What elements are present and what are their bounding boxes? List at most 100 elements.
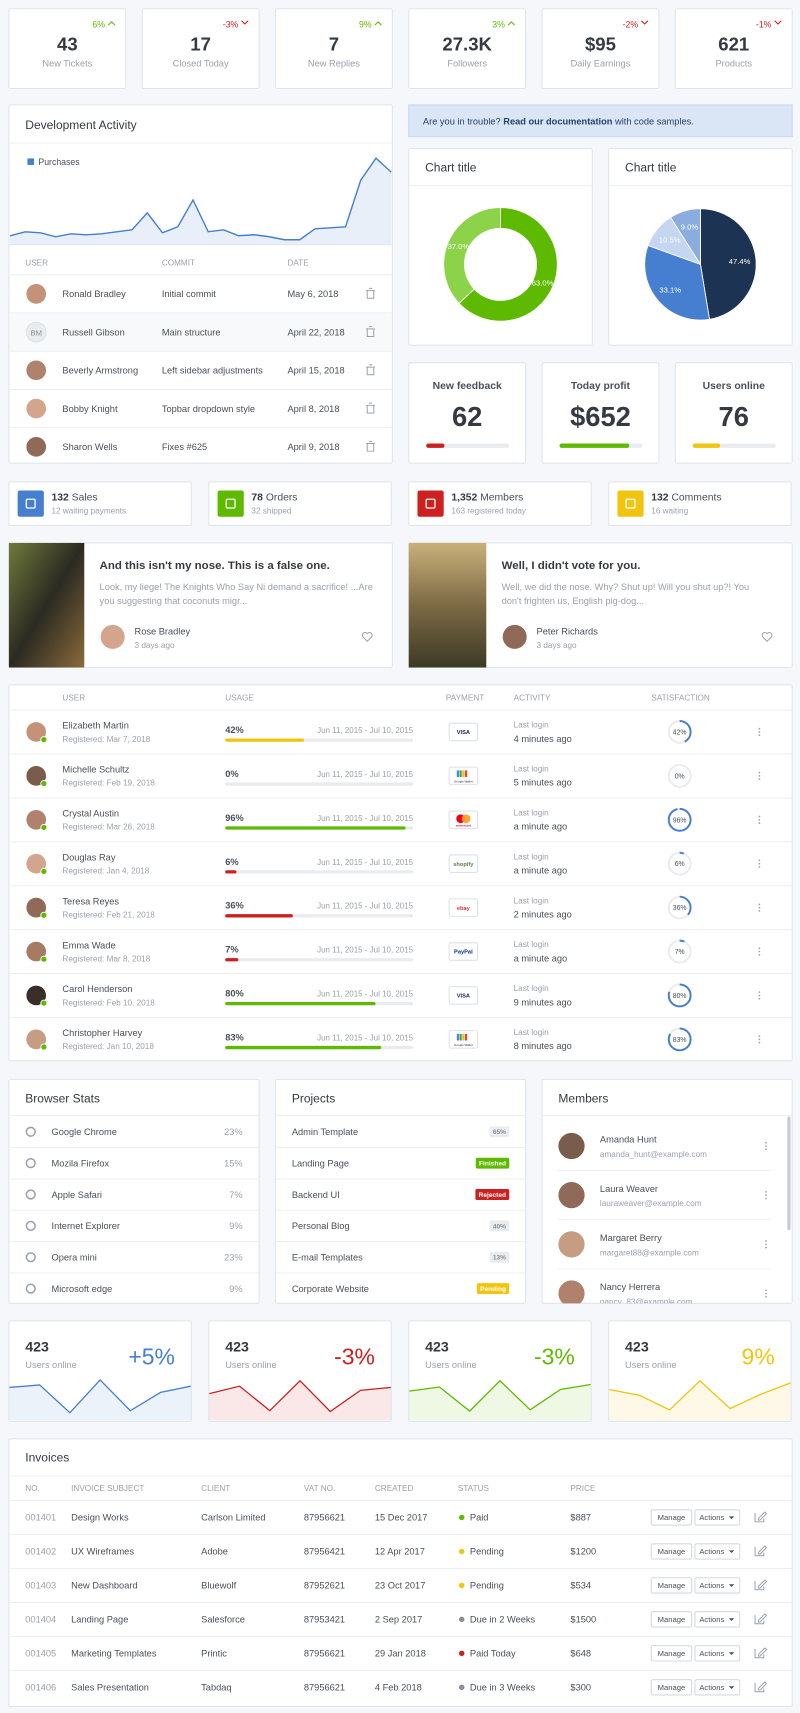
button-frame [650, 1577, 693, 1594]
more-menu[interactable] [758, 947, 761, 956]
like-button[interactable] [361, 632, 373, 642]
more-menu[interactable] [758, 1035, 761, 1044]
more-menu[interactable] [758, 815, 761, 824]
kpi-title: Today profit [571, 381, 631, 392]
member-list: Amanda Hunt amanda_hunt@example.com Laura … [557, 1132, 772, 1304]
more-menu[interactable] [758, 903, 761, 912]
delete-button[interactable] [366, 326, 375, 337]
browser-icon [25, 1189, 36, 1200]
satisfaction-arc [667, 807, 692, 832]
stat-change: -1% [756, 19, 772, 29]
browser-share: 23% [224, 1127, 243, 1137]
invoice-vat: 87953421 [304, 1615, 345, 1625]
more-menu[interactable] [758, 991, 761, 1000]
more-menu[interactable] [765, 1240, 767, 1249]
invoice-client: Printic [201, 1649, 227, 1659]
spark-line [609, 1379, 791, 1411]
delete-button[interactable] [366, 287, 375, 299]
satisfaction-arc [667, 983, 692, 1008]
invoice-created: 4 Feb 2018 [375, 1683, 422, 1693]
invoice-status: Due in 3 Weeks [470, 1683, 536, 1693]
payment-name: VISA [457, 730, 470, 736]
actions-button[interactable]: Actions [694, 1611, 741, 1628]
invoice-subject: Landing Page [71, 1615, 128, 1625]
stat-count: 132 [651, 492, 669, 503]
status-dot [458, 1514, 465, 1521]
invoice-client: Tabdaq [201, 1683, 231, 1693]
stat-value: $95 [585, 33, 616, 54]
dot [758, 997, 761, 1000]
project-badge [489, 1251, 510, 1263]
more-menu[interactable] [765, 1289, 767, 1298]
user-registered: Registered: Feb 19, 2018 [62, 779, 155, 788]
invoice-client: Bluewolf [201, 1581, 236, 1591]
more-menu[interactable] [758, 859, 761, 868]
delete-button[interactable] [366, 364, 375, 376]
dot [765, 1240, 767, 1242]
caret [728, 1686, 735, 1689]
delete-button[interactable] [366, 440, 375, 452]
activity-time: a minute ago [514, 953, 568, 963]
user-registered: Registered: Mar 8, 2018 [62, 954, 150, 963]
edit-button[interactable] [754, 1545, 768, 1557]
card [8, 1438, 793, 1707]
edit-button[interactable] [754, 1613, 768, 1625]
donut-slice [458, 207, 558, 322]
edit-button[interactable] [754, 1579, 768, 1591]
dot [758, 815, 761, 818]
column-header: ACTIVITY [514, 693, 551, 702]
like-button[interactable] [761, 632, 773, 642]
invoice-price: $1500 [570, 1615, 596, 1625]
more-menu[interactable] [758, 771, 761, 781]
manage-button[interactable]: Manage [650, 1577, 693, 1594]
usage-label: 7% [225, 945, 238, 955]
more-menu[interactable] [765, 1191, 767, 1200]
actions-button[interactable]: Actions [694, 1543, 741, 1560]
card [674, 8, 793, 90]
usage-period: Jun 11, 2015 - Jul 10, 2015 [317, 770, 414, 779]
invoice-no: 001401 [25, 1513, 56, 1523]
project-badge [489, 1220, 510, 1232]
manage-button[interactable]: Manage [650, 1543, 693, 1560]
button-label: Manage [658, 1649, 686, 1658]
actions-button[interactable]: Actions [694, 1509, 741, 1526]
alert-link[interactable]: Read our documentation [503, 117, 612, 127]
spark-value: 423 [25, 1339, 49, 1355]
column-header: CLIENT [201, 1484, 230, 1493]
manage-button[interactable]: Manage [650, 1679, 693, 1696]
actions-button[interactable]: Actions [694, 1645, 741, 1662]
satisfaction-label: 42% [673, 729, 687, 736]
edit-icon [754, 1545, 768, 1557]
usage-label: 96% [225, 813, 244, 823]
actions-button[interactable]: Actions [694, 1577, 741, 1594]
manage-button[interactable]: Manage [650, 1509, 693, 1526]
satisfaction-arc [667, 851, 692, 876]
project-badge [489, 1126, 510, 1138]
payment-badge [448, 986, 479, 1005]
column-header: USER [62, 693, 85, 702]
alert-text: Are you in trouble? [423, 117, 503, 127]
satisfaction-arc [667, 1027, 692, 1052]
edit-button[interactable] [754, 1681, 768, 1693]
edit-button[interactable] [754, 1511, 768, 1523]
spark-change: -3% [534, 1344, 575, 1370]
invoice-status: Paid Today [470, 1649, 516, 1659]
kpi-title: Users online [703, 381, 765, 392]
delete-button[interactable] [366, 402, 375, 414]
invoice-price: $887 [570, 1513, 591, 1523]
button-frame [694, 1645, 741, 1662]
avatar [558, 1280, 585, 1304]
actions-button[interactable]: Actions [694, 1679, 741, 1696]
commit: Topbar dropdown style [162, 404, 255, 414]
invoice-status: Paid [470, 1513, 489, 1523]
edit-button[interactable] [754, 1647, 768, 1659]
manage-button[interactable]: Manage [650, 1645, 693, 1662]
date: April 9, 2018 [287, 442, 339, 452]
line [9, 157, 392, 241]
more-menu[interactable] [765, 1141, 767, 1151]
more-menu[interactable] [758, 727, 761, 737]
button-label: Actions [699, 1581, 724, 1590]
manage-button[interactable]: Manage [650, 1611, 693, 1628]
trash-icon [366, 440, 375, 452]
invoice-price: $1200 [570, 1547, 596, 1557]
